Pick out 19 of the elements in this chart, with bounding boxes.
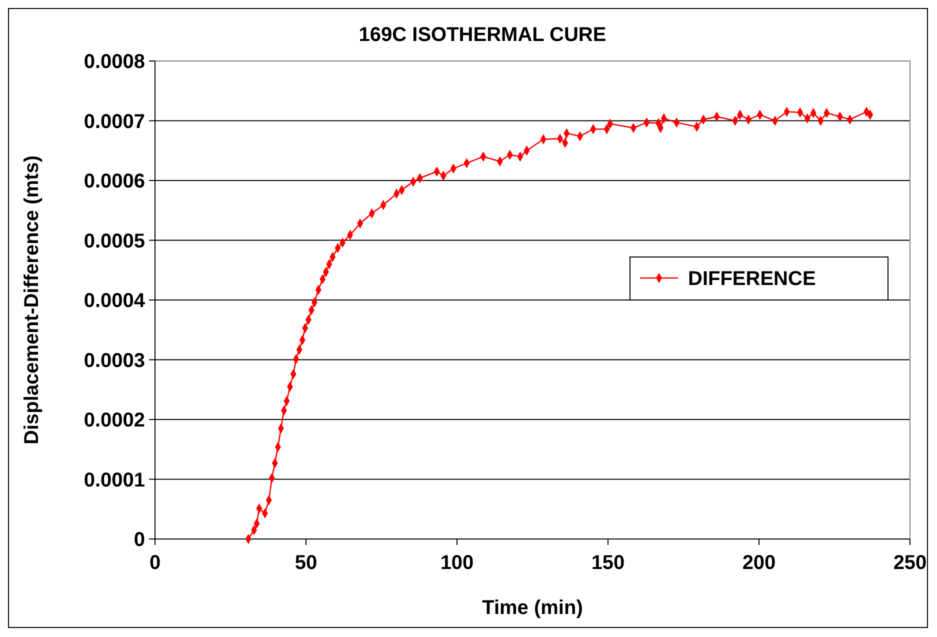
y-tick-label: 0 xyxy=(134,529,145,551)
x-axis-title: Time (min) xyxy=(482,597,583,619)
y-tick-label: 0.0005 xyxy=(84,230,145,252)
x-tick-label: 250 xyxy=(893,552,927,574)
y-tick-label: 0.0001 xyxy=(84,469,145,492)
y-tick-label: 0.0007 xyxy=(84,110,145,133)
y-tick-label: 0.0003 xyxy=(84,350,145,372)
x-tick-label: 150 xyxy=(591,552,625,574)
x-tick-label: 200 xyxy=(742,552,776,574)
y-tick-label: 0.0006 xyxy=(84,170,145,192)
x-tick-label: 0 xyxy=(149,552,161,574)
x-tick-label: 50 xyxy=(294,552,318,574)
chart-title: 169C ISOTHERMAL CURE xyxy=(358,24,606,46)
legend-label: DIFFERENCE xyxy=(688,268,816,290)
y-tick-label: 0.0002 xyxy=(84,410,145,432)
x-tick-label: 100 xyxy=(440,552,474,574)
y-axis-title: Displacement-Difference (mts) xyxy=(21,156,43,444)
y-tick-label: 0.0008 xyxy=(84,51,145,73)
y-tick-label: 0.0004 xyxy=(84,290,146,312)
